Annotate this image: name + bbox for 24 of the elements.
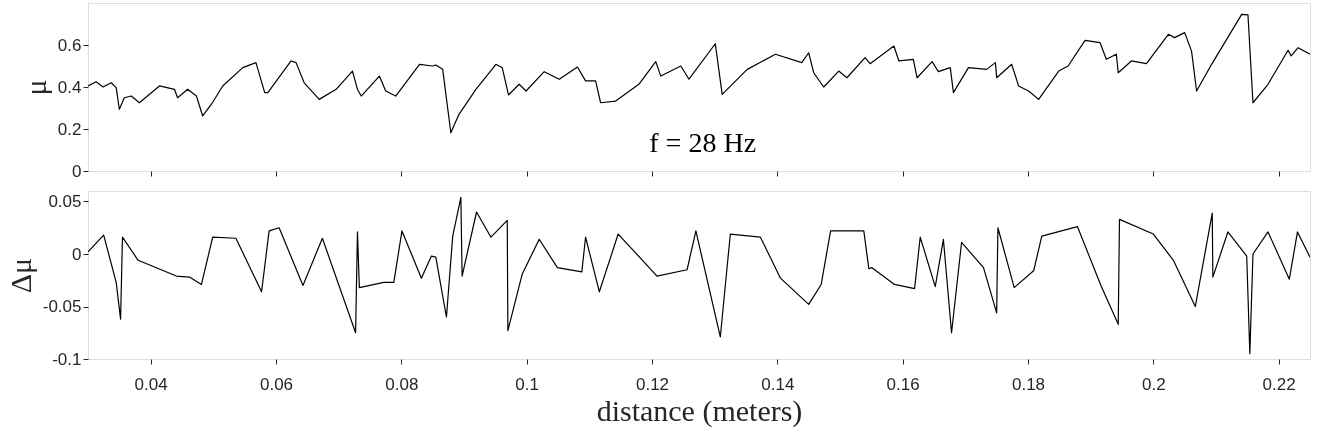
y-tick-label: 0.6	[57, 35, 82, 55]
x-tick-label: 0.22	[1262, 374, 1296, 394]
y-tick-label: 0.2	[57, 119, 82, 139]
x-axis-title: distance (meters)	[596, 393, 803, 428]
x-tick-label: 0.1	[515, 374, 539, 394]
annotation: f = 28 Hz	[649, 127, 757, 159]
x-tick-label: 0.2	[1142, 374, 1166, 394]
y-tick-label: 0	[72, 161, 82, 181]
y-tick-label: 0.4	[57, 77, 82, 97]
x-tick-label: 0.12	[635, 374, 670, 394]
x-tick-label: 0.14	[761, 374, 795, 394]
y-axis-title: μ	[18, 79, 52, 96]
x-tick-label: 0.06	[259, 374, 294, 394]
x-tick-label: 0.18	[1011, 374, 1046, 394]
y-tick-label: 0	[72, 244, 82, 264]
x-tick-label: 0.04	[134, 374, 168, 394]
y-axis-title: Δμ	[3, 257, 37, 294]
x-tick-label: 0.08	[385, 374, 419, 394]
x-tick-label: 0.16	[886, 374, 920, 394]
y-tick-label: 0.05	[48, 192, 82, 211]
y-tick-label: -0.05	[42, 297, 82, 316]
line-series	[88, 196, 1310, 355]
line-series	[88, 13, 1310, 134]
y-tick-label: -0.1	[52, 349, 82, 369]
